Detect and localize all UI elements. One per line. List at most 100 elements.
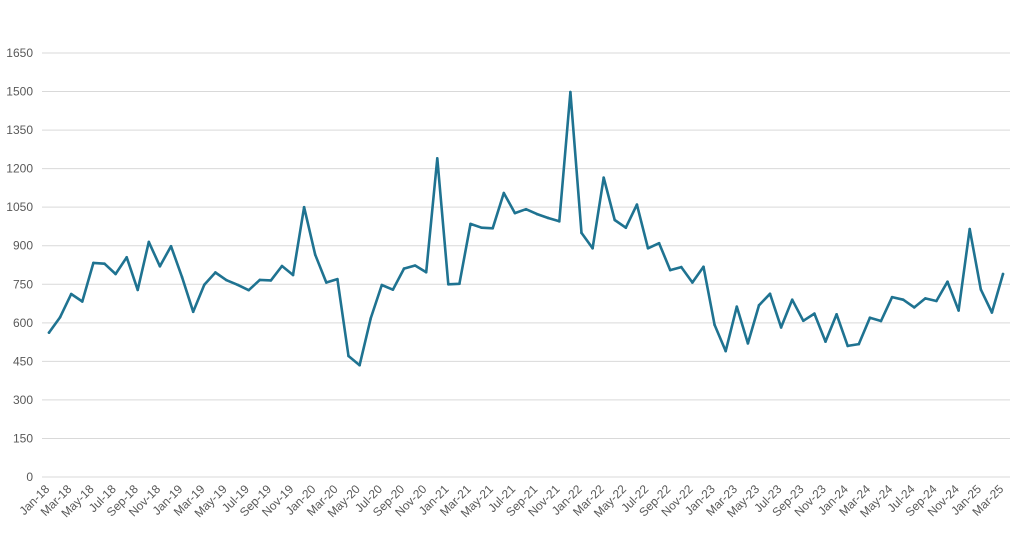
data-point xyxy=(125,255,128,259)
data-point xyxy=(435,157,439,160)
data-point xyxy=(413,264,417,267)
data-point xyxy=(912,306,916,309)
data-point xyxy=(80,300,84,303)
data-point xyxy=(735,305,739,308)
data-point xyxy=(236,283,239,287)
data-point xyxy=(269,279,273,282)
y-tick-label: 0 xyxy=(26,470,33,484)
data-point xyxy=(469,222,472,226)
data-point xyxy=(935,299,938,303)
data-point xyxy=(802,319,805,323)
data-point xyxy=(868,316,872,319)
data-point xyxy=(169,244,173,248)
data-point xyxy=(136,288,140,292)
y-tick-label: 1650 xyxy=(6,46,33,60)
data-point xyxy=(535,212,539,216)
y-tick-label: 750 xyxy=(13,277,33,291)
data-point xyxy=(624,226,628,230)
data-point xyxy=(291,273,295,277)
data-point xyxy=(180,276,184,279)
data-point xyxy=(846,344,849,348)
data-point xyxy=(1001,272,1005,276)
y-tick-label: 1200 xyxy=(6,162,33,176)
data-point xyxy=(358,363,361,367)
data-point xyxy=(857,342,861,346)
data-point xyxy=(657,241,661,245)
data-point xyxy=(879,319,883,323)
data-point xyxy=(580,231,583,235)
y-tick-label: 900 xyxy=(13,239,33,253)
data-point xyxy=(380,283,384,287)
data-point xyxy=(214,271,217,274)
data-point xyxy=(424,270,428,274)
data-point xyxy=(513,211,517,215)
data-point xyxy=(890,295,894,299)
data-point xyxy=(713,323,716,327)
data-point xyxy=(313,253,317,257)
data-point xyxy=(768,292,772,296)
data-point xyxy=(258,278,262,282)
data-point xyxy=(491,226,495,230)
data-point xyxy=(591,246,594,250)
data-point xyxy=(347,354,350,358)
data-point xyxy=(203,283,206,287)
data-point xyxy=(569,90,572,94)
data-point xyxy=(668,268,672,272)
data-point xyxy=(746,342,750,345)
data-point xyxy=(502,191,506,195)
data-point xyxy=(757,304,761,307)
data-point xyxy=(369,317,372,320)
data-point xyxy=(458,282,461,286)
data-point xyxy=(47,331,51,334)
data-point xyxy=(946,280,949,284)
data-point xyxy=(280,264,284,268)
data-point xyxy=(691,281,694,284)
series-line xyxy=(47,90,1005,367)
data-point xyxy=(646,246,650,250)
y-tick-label: 150 xyxy=(13,431,33,445)
data-point xyxy=(835,313,838,316)
data-point xyxy=(557,220,561,223)
data-point xyxy=(402,267,406,270)
data-point xyxy=(979,288,983,291)
y-tick-label: 450 xyxy=(13,354,33,368)
y-tick-label: 600 xyxy=(13,316,33,330)
data-point xyxy=(302,205,306,209)
data-point xyxy=(901,298,905,301)
data-point xyxy=(680,265,683,269)
data-point xyxy=(225,278,228,282)
y-tick-label: 1500 xyxy=(6,85,33,99)
data-point xyxy=(147,240,151,244)
data-point xyxy=(602,176,605,179)
y-tick-label: 1050 xyxy=(6,200,33,214)
data-point xyxy=(813,312,816,315)
y-tick-label: 300 xyxy=(13,393,33,407)
data-point xyxy=(325,281,328,284)
data-point xyxy=(92,261,95,265)
data-point xyxy=(58,315,62,319)
data-point xyxy=(447,282,450,286)
data-point xyxy=(391,288,395,291)
data-point xyxy=(702,265,705,269)
data-point xyxy=(924,297,927,300)
data-point xyxy=(635,203,639,206)
gridlines xyxy=(42,52,1010,478)
data-point xyxy=(790,298,794,301)
data-point xyxy=(191,310,195,314)
data-point xyxy=(724,349,727,353)
data-point xyxy=(824,340,827,343)
data-point xyxy=(114,272,117,276)
data-point xyxy=(968,227,972,231)
data-point xyxy=(957,309,960,312)
data-point xyxy=(524,207,528,211)
x-axis-tick-labels: Jan-18Mar-18May-18Jul-18Sep-18Nov-18Jan-… xyxy=(16,482,1006,520)
data-point xyxy=(247,288,250,292)
data-point xyxy=(69,292,73,296)
series-layer xyxy=(47,90,1005,367)
data-point xyxy=(779,326,783,329)
y-axis-tick-labels: 0 150 300 450 600 750 900 1050 1200 1350 1500 1650 xyxy=(6,46,33,484)
data-point xyxy=(336,277,339,281)
data-point xyxy=(546,216,550,220)
